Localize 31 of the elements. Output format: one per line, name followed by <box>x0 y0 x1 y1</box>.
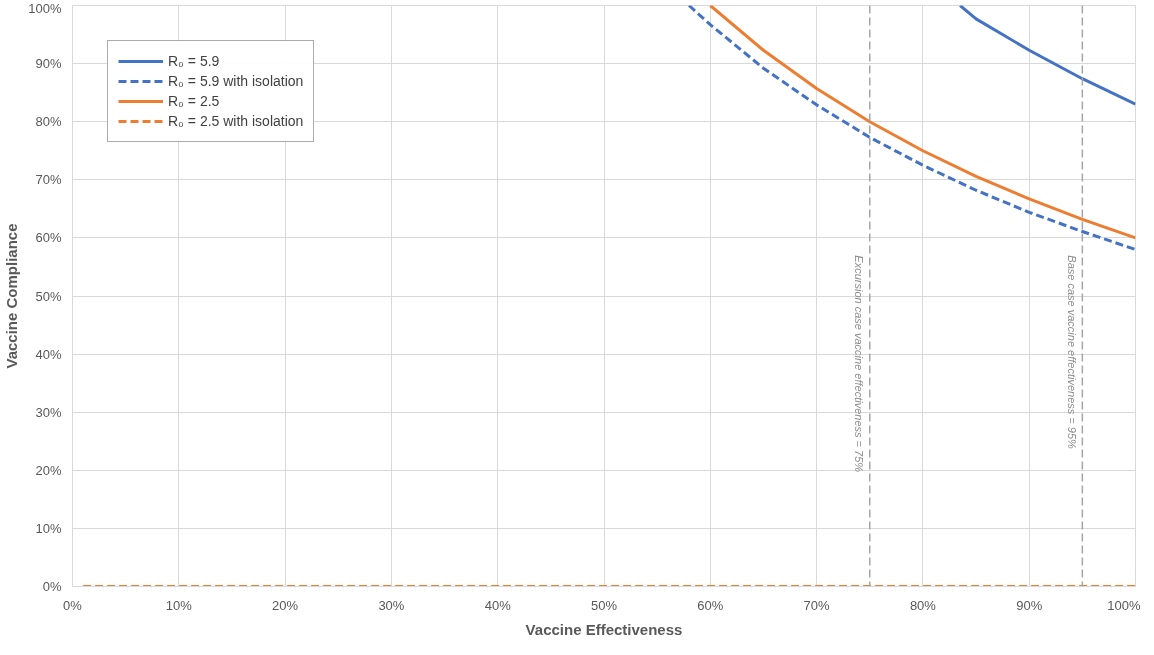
y-tick-label: 20% <box>35 462 62 478</box>
x-axis-title: Vaccine Effectiveness <box>525 620 683 638</box>
y-tick-label: 60% <box>35 230 62 246</box>
x-tick-label: 70% <box>803 597 831 613</box>
x-tick-label: 40% <box>484 597 512 613</box>
y-tick-label: 100% <box>28 0 62 16</box>
legend-label: R₀ = 5.9 <box>168 53 220 69</box>
x-tick-label: 50% <box>590 597 618 613</box>
x-tick-label: 100% <box>1107 597 1141 613</box>
y-tick-label: 80% <box>35 114 62 130</box>
x-tick-label: 30% <box>378 597 405 613</box>
y-tick-label: 70% <box>35 172 62 188</box>
y-axis-title: Vaccine Compliance <box>3 223 21 369</box>
x-tick-label: 20% <box>272 597 299 613</box>
legend-label: R₀ = 5.9 with isolation <box>168 73 304 89</box>
legend-label: R₀ = 2.5 with isolation <box>168 113 304 129</box>
y-tick-label: 50% <box>35 288 62 304</box>
x-tick-label: 80% <box>909 597 937 613</box>
legend-label: R₀ = 2.5 <box>168 93 220 109</box>
x-tick-label: 10% <box>165 597 193 613</box>
ref-line-label: Base case vaccine effectiveness = 95% <box>1066 255 1079 450</box>
x-tick-label: 0% <box>63 597 83 613</box>
x-tick-label: 90% <box>1016 597 1043 613</box>
x-tick-label: 60% <box>697 597 724 613</box>
y-tick-label: 30% <box>35 404 62 420</box>
y-tick-label: 90% <box>35 56 62 72</box>
ref-line-label: Excursion case vaccine effectiveness = 75% <box>853 255 866 473</box>
y-tick-label: 10% <box>35 520 62 536</box>
y-tick-label: 40% <box>35 346 62 362</box>
y-tick-label: 0% <box>42 579 62 594</box>
line-series <box>958 5 1136 106</box>
